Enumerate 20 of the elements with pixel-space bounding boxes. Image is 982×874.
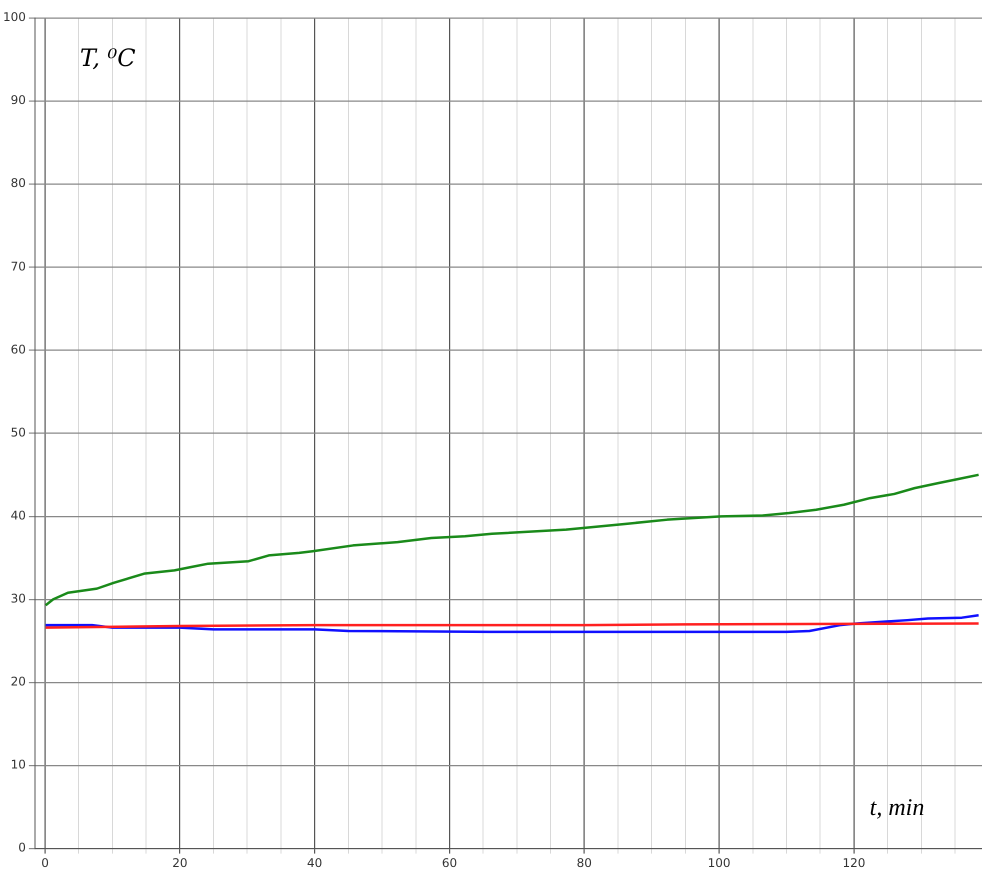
y-tick-label: 90 bbox=[10, 93, 26, 108]
y-tick-label: 50 bbox=[10, 425, 26, 440]
y-tick-label: 20 bbox=[10, 674, 26, 689]
x-tick-label: 0 bbox=[41, 856, 49, 870]
x-tick-label: 20 bbox=[172, 856, 188, 870]
y-axis-title: T, ⁰C bbox=[80, 44, 136, 72]
y-tick-label: 30 bbox=[10, 592, 26, 606]
y-tick-label: 0 bbox=[18, 840, 26, 855]
x-tick-label: 60 bbox=[442, 856, 458, 870]
y-tick-label: 40 bbox=[10, 508, 26, 522]
y-tick-label: 80 bbox=[10, 176, 26, 190]
y-tick-label: 70 bbox=[10, 259, 26, 274]
y-tick-label: 100 bbox=[3, 10, 26, 24]
x-tick-label: 120 bbox=[842, 856, 866, 870]
x-tick-label: 80 bbox=[576, 856, 592, 870]
x-tick-label: 40 bbox=[307, 856, 322, 870]
y-tick-label: 60 bbox=[10, 342, 26, 356]
y-tick-label: 10 bbox=[10, 758, 26, 772]
x-tick-label: 100 bbox=[708, 856, 731, 870]
x-axis-title: t, min bbox=[870, 794, 924, 821]
